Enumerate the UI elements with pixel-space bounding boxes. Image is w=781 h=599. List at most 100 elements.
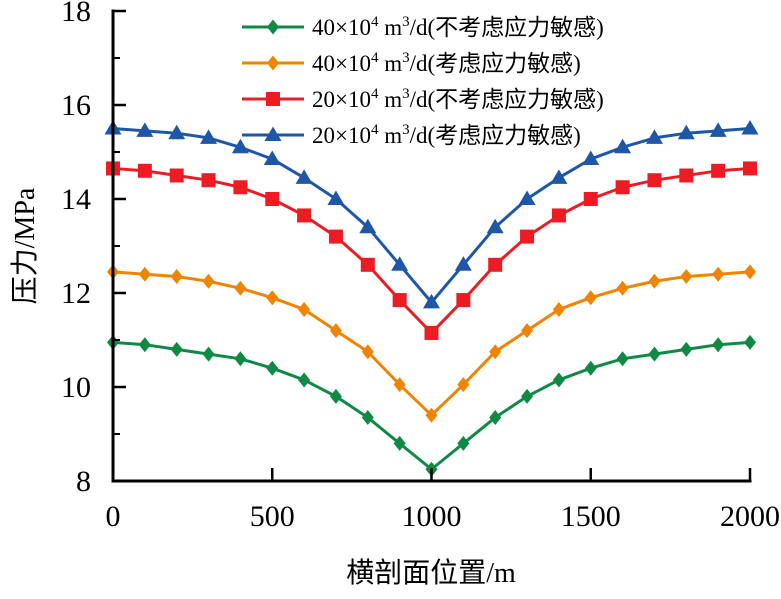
series-1-point [489,344,502,360]
series-1-point [744,264,756,280]
legend-label: 20×104 m3/d(不考虑应力敏感) [312,86,604,112]
series-3-point [200,129,218,144]
series-2-point [328,229,343,244]
series-1-point [298,301,311,317]
series-0-point [744,334,756,350]
series-1-point [361,344,374,360]
legend-item-2: 20×104 m3/d(不考虑应力敏感) [242,86,604,112]
series-1-point [329,323,342,339]
series-2-point [456,293,471,308]
y-axis-title: 压力/MPa [9,187,41,304]
series-1-line [112,270,751,417]
series-2-point [424,325,439,340]
series-1-point [202,273,215,289]
series-0-point [234,351,247,367]
series-3-point [645,129,663,144]
legend-diamond-icon [267,55,279,71]
series-1-point [266,290,279,306]
series-0-point [521,388,534,404]
series-2-point [360,257,375,272]
series-3-point [391,256,409,271]
series-2-point [169,168,184,183]
series-2-point [137,163,152,178]
series-3-point [741,120,759,135]
series-2-point [233,180,248,195]
series-1-diamond [107,264,756,423]
series-1-point [680,269,693,285]
series-0-point [393,435,406,451]
y-tick-label-8: 8 [76,465,91,498]
series-2-point [392,293,407,308]
series-1-point [616,280,629,296]
series-3-triangle [104,120,759,309]
series-2-point [297,208,312,223]
series-2-point [615,180,630,195]
legend-diamond-icon [267,19,279,35]
x-tick-label-0: 0 [106,500,121,533]
series-3-point [550,169,568,184]
series-0-point [552,372,565,388]
series-3-point [423,293,440,309]
series-3-point [518,190,536,205]
series-3-point [359,218,377,234]
series-3-point [614,138,632,154]
series-0-point [489,410,502,426]
series-2-square [106,161,757,340]
series-2-point [201,173,216,188]
series-0-point [361,410,374,426]
series-2-point [520,229,535,244]
series-1-point [648,273,661,289]
legend-label: 40×104 m3/d(考虑应力敏感) [312,50,581,76]
series-0-point [202,346,215,362]
series-0-point [329,388,342,404]
series-3-point [168,124,186,140]
series-0-point [457,435,470,451]
series-2-point [583,192,598,206]
series-0-diamond [107,334,756,477]
x-axis-title: 横剖面位置/m [346,557,516,589]
series-0-point [616,351,629,367]
legend-label: 40×104 m3/d(不考虑应力敏感) [312,14,604,40]
series-1-point [234,280,247,296]
series-0-point [266,360,279,376]
series-0-point [298,372,311,388]
x-tick-label-2000: 2000 [720,500,780,533]
series-3-point [231,138,249,154]
series-3-point [136,122,154,137]
y-tick-label-10: 10 [61,371,91,404]
series-3-point [327,190,345,205]
legend-item-1: 40×104 m3/d(考虑应力敏感) [242,50,581,76]
series-1-point [552,301,565,317]
plot-axes: 8 10 12 14 16 18 0 500 1000 1500 2000 [61,0,780,533]
series-1-point [712,266,725,282]
series-0-point [138,337,151,353]
series-3-point [709,122,727,137]
series-1-point [521,323,534,339]
series-2-point [711,163,726,178]
series-1-point [457,377,470,393]
x-tick-label-500: 500 [250,500,295,533]
series-0-point [648,346,661,362]
series-2-point [265,192,280,206]
series-3-point [582,150,600,166]
series-2-point [647,173,662,188]
x-tick-label-1500: 1500 [561,500,621,533]
y-tick-label-16: 16 [61,89,91,122]
legend-item-3: 20×104 m3/d(考虑应力敏感) [242,122,581,148]
series-1-point [425,407,438,423]
series-0-point [170,341,183,357]
series-0-point [680,341,693,357]
y-tick-label-18: 18 [61,0,91,28]
series-1-point [138,266,151,282]
chart-legend: 40×104 m3/d(不考虑应力敏感) 40×104 m3/d(考虑应力敏感) 2… [242,14,604,148]
legend-triangle-icon [264,126,282,141]
series-3-point [263,150,281,166]
plot-series [104,120,759,477]
series-3-point [454,256,472,271]
series-1-point [393,377,406,393]
series-3-point [486,218,504,234]
series-0-point [584,360,597,376]
legend-square-icon [266,92,280,106]
